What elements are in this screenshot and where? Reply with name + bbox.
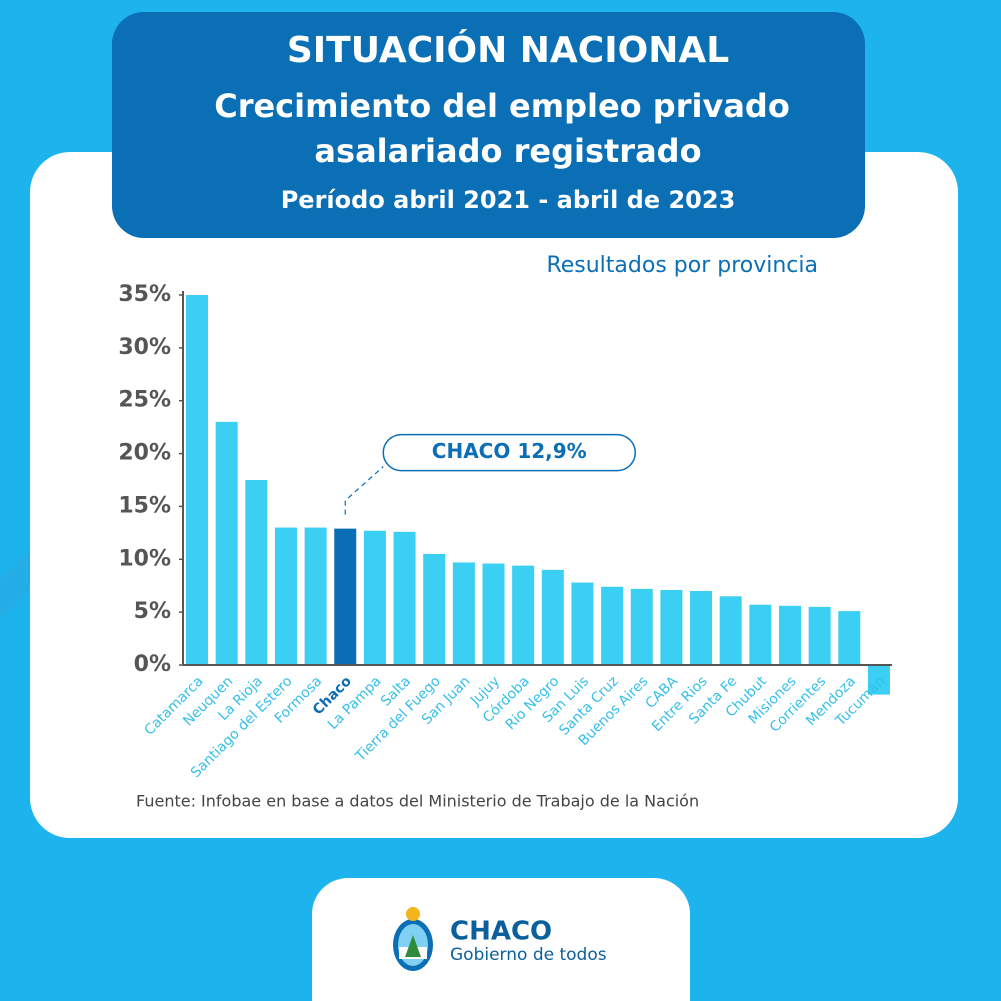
bar bbox=[186, 295, 208, 665]
y-tick-label: 10% bbox=[118, 546, 171, 571]
bar bbox=[779, 605, 801, 665]
bar bbox=[838, 611, 861, 665]
bar bbox=[660, 589, 683, 665]
bar bbox=[452, 562, 475, 665]
bar bbox=[808, 606, 831, 665]
bar bbox=[867, 665, 890, 695]
source: Fuente: Infobae en base a datos del Mini… bbox=[136, 792, 699, 811]
bar bbox=[512, 565, 535, 665]
y-tick-label: 15% bbox=[118, 493, 171, 518]
card bbox=[30, 152, 958, 838]
bar bbox=[482, 563, 505, 665]
header-box bbox=[112, 12, 865, 238]
logo-box bbox=[312, 878, 690, 1001]
bar bbox=[393, 531, 416, 665]
y-tick-label: 5% bbox=[134, 599, 171, 624]
bar bbox=[571, 582, 594, 665]
y-tick-label: 25% bbox=[118, 388, 171, 413]
bar bbox=[423, 554, 446, 665]
annotation-leader bbox=[344, 466, 384, 515]
annotation: CHACO 12,9% bbox=[432, 439, 587, 463]
y-tick-label: 20% bbox=[118, 441, 171, 466]
bar bbox=[334, 528, 357, 665]
annotation-box bbox=[382, 433, 636, 472]
bar bbox=[719, 596, 742, 665]
y-tick-label: 30% bbox=[118, 335, 171, 360]
bar bbox=[274, 527, 297, 665]
subtitle: asalariado registrado bbox=[314, 132, 701, 170]
y-tick-label: 0% bbox=[134, 652, 171, 677]
brand-name: CHACO bbox=[450, 917, 552, 947]
bar bbox=[749, 604, 772, 665]
title: SITUACIÓN NACIONAL bbox=[287, 29, 729, 71]
bar bbox=[304, 527, 327, 665]
period: Período abril 2021 - abril de 2023 bbox=[281, 186, 736, 214]
chart-subtitle: Resultados por provincia bbox=[546, 253, 818, 278]
bar bbox=[541, 569, 564, 665]
subtitle: Crecimiento del empleo privado bbox=[214, 87, 790, 125]
bar bbox=[245, 480, 268, 665]
bar bbox=[690, 591, 713, 665]
bar bbox=[215, 421, 238, 665]
brand-tagline: Gobierno de todos bbox=[450, 945, 607, 965]
y-tick-label: 35% bbox=[118, 282, 171, 307]
logo-icon bbox=[393, 907, 433, 971]
bar bbox=[363, 530, 386, 665]
bar bbox=[630, 588, 653, 665]
bar bbox=[601, 586, 624, 665]
